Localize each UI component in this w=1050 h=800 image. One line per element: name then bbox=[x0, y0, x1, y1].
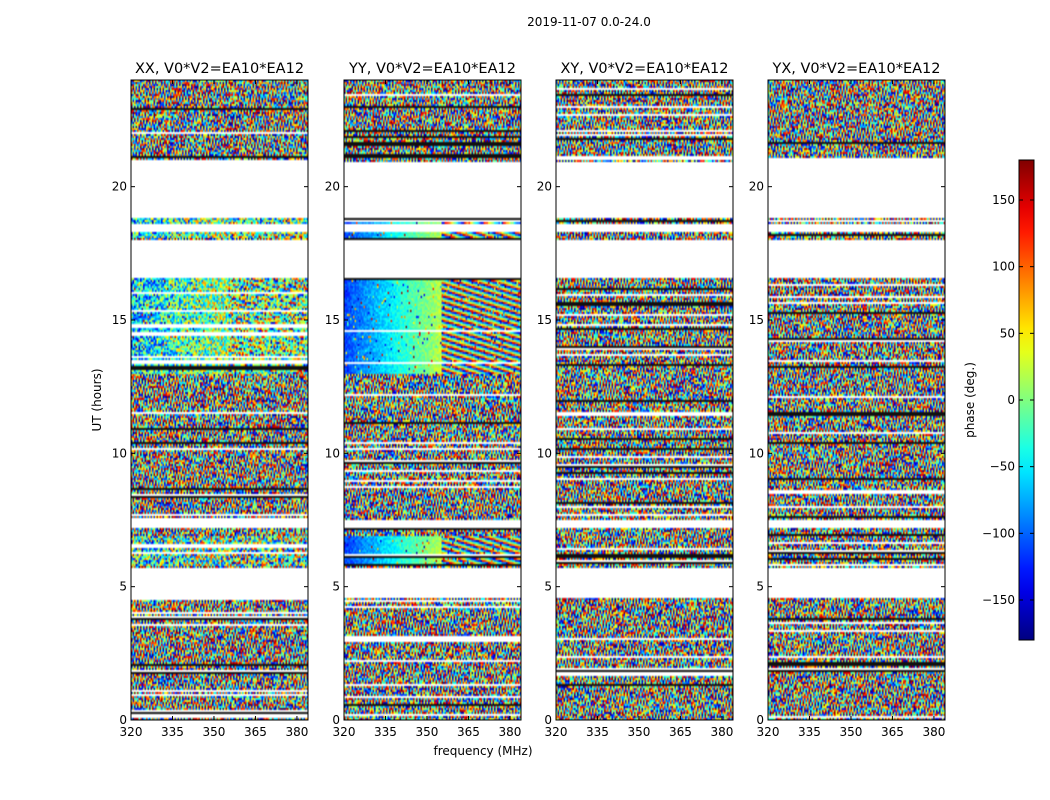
y-tick-label: 15 bbox=[749, 313, 764, 327]
x-tick-label: 350 bbox=[416, 725, 439, 739]
x-tick-label: 365 bbox=[881, 725, 904, 739]
y-tick-label: 0 bbox=[756, 713, 764, 727]
panel-title: YX, V0*V2=EA10*EA12 bbox=[771, 61, 940, 77]
x-tick-label: 320 bbox=[545, 725, 568, 739]
colorbar-tick-label: −100 bbox=[982, 526, 1015, 540]
x-tick-label: 365 bbox=[244, 725, 267, 739]
y-tick-label: 10 bbox=[325, 446, 340, 460]
heatmap-xy bbox=[556, 80, 733, 720]
panel-yx: YX, V0*V2=EA10*EA12 320 335 350 365 380 0 5 10 15… bbox=[749, 61, 946, 739]
x-axis-label: frequency (MHz) bbox=[433, 744, 532, 758]
x-tick-label: 320 bbox=[333, 725, 356, 739]
panel-xx: XX, V0*V2=EA10*EA12 320 335 350 365 380 0 5 10 15… bbox=[112, 61, 309, 739]
panel-title: YY, V0*V2=EA10*EA12 bbox=[348, 61, 516, 77]
y-axis-label: UT (hours) bbox=[90, 368, 104, 431]
x-tick-label: 335 bbox=[374, 725, 397, 739]
y-tick-label: 10 bbox=[112, 446, 127, 460]
y-tick-label: 15 bbox=[325, 313, 340, 327]
x-tick-label: 350 bbox=[203, 725, 226, 739]
panel-frame bbox=[767, 79, 946, 721]
y-tick-label: 20 bbox=[537, 180, 552, 194]
panel-xy: XY, V0*V2=EA10*EA12 320 335 350 365 380 0 5 10 15… bbox=[537, 61, 734, 739]
x-tick-label: 380 bbox=[710, 725, 733, 739]
heatmap-yx bbox=[768, 80, 945, 720]
y-tick-label: 10 bbox=[537, 446, 552, 460]
panel-frame bbox=[130, 79, 309, 721]
figure-title: 2019-11-07 0.0-24.0 bbox=[527, 15, 651, 29]
x-tick-label: 380 bbox=[498, 725, 521, 739]
y-tick-label: 0 bbox=[119, 713, 127, 727]
y-tick-label: 5 bbox=[119, 580, 127, 594]
heatmap-xx bbox=[131, 80, 308, 720]
panel-title: XY, V0*V2=EA10*EA12 bbox=[560, 61, 728, 77]
panel-title: XX, V0*V2=EA10*EA12 bbox=[135, 61, 304, 77]
y-tick-label: 20 bbox=[112, 180, 127, 194]
y-tick-label: 0 bbox=[544, 713, 552, 727]
x-tick-label: 380 bbox=[922, 725, 945, 739]
panels: XX, V0*V2=EA10*EA12 320 335 350 365 380 0 5 10 15… bbox=[112, 61, 946, 739]
x-tick-label: 365 bbox=[669, 725, 692, 739]
x-tick-label: 335 bbox=[798, 725, 821, 739]
x-tick-label: 335 bbox=[586, 725, 609, 739]
colorbar-tick-label: −50 bbox=[990, 460, 1015, 474]
y-tick-label: 10 bbox=[749, 446, 764, 460]
y-tick-label: 15 bbox=[537, 313, 552, 327]
y-tick-label: 5 bbox=[756, 580, 764, 594]
y-tick-label: 15 bbox=[112, 313, 127, 327]
y-tick-label: 5 bbox=[544, 580, 552, 594]
x-tick-label: 350 bbox=[840, 725, 863, 739]
panel-frame bbox=[555, 79, 734, 721]
x-tick-label: 320 bbox=[120, 725, 143, 739]
y-tick-label: 20 bbox=[749, 180, 764, 194]
x-tick-label: 365 bbox=[457, 725, 480, 739]
y-tick-label: 5 bbox=[332, 580, 340, 594]
colorbar-tick-label: 150 bbox=[992, 193, 1015, 207]
x-tick-label: 380 bbox=[285, 725, 308, 739]
colorbar-label: phase (deg.) bbox=[963, 362, 977, 438]
colorbar: −150 −100 −50 0 50 100 150 bbox=[982, 159, 1035, 641]
x-tick-label: 335 bbox=[161, 725, 184, 739]
heatmap-yy bbox=[344, 80, 521, 720]
x-tick-label: 350 bbox=[628, 725, 651, 739]
x-tick-label: 320 bbox=[757, 725, 780, 739]
colorbar-tick-label: 100 bbox=[992, 260, 1015, 274]
colorbar-tick-label: 0 bbox=[1007, 393, 1015, 407]
colorbar-tick-label: 50 bbox=[1000, 326, 1015, 340]
y-tick-label: 0 bbox=[332, 713, 340, 727]
panel-frame bbox=[343, 79, 522, 721]
y-tick-label: 20 bbox=[325, 180, 340, 194]
panel-yy: YY, V0*V2=EA10*EA12 320 335 350 365 380 0 5 10 15… bbox=[325, 61, 522, 739]
colorbar-tick-label: −150 bbox=[982, 593, 1015, 607]
